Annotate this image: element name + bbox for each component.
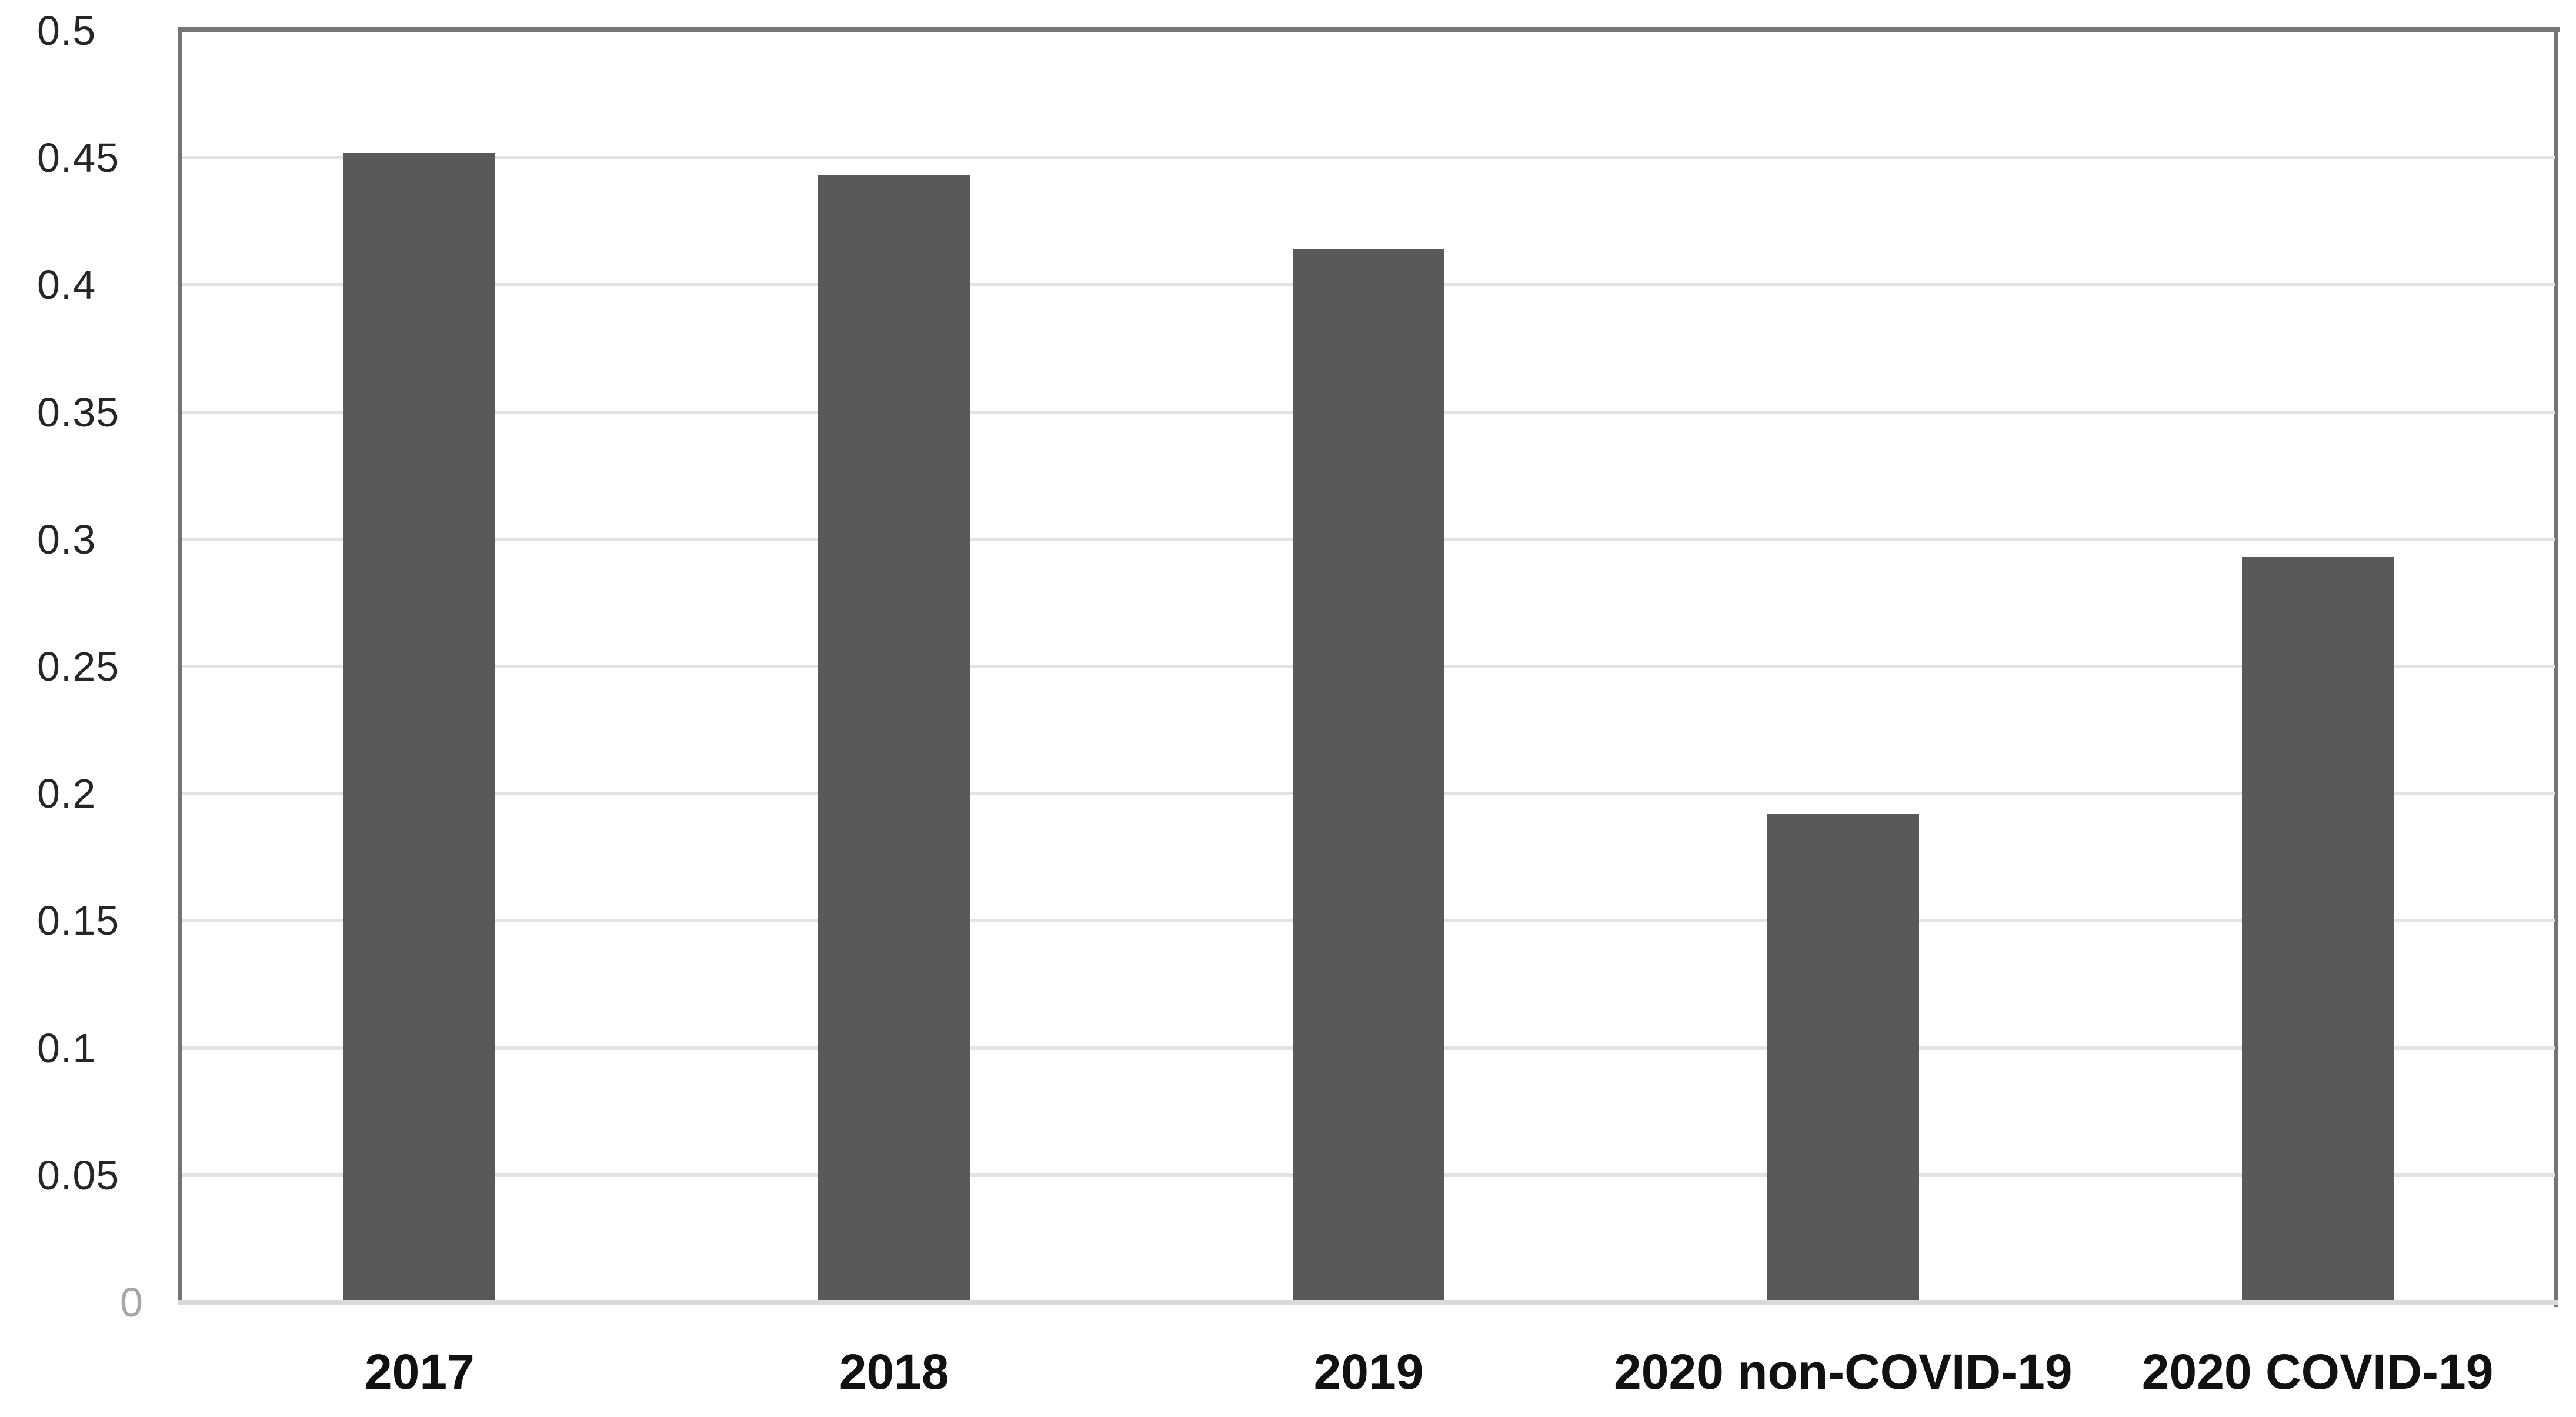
x-category-label: 2017 (364, 1344, 475, 1399)
bar (1293, 249, 1444, 1302)
y-tick-label: 0.15 (37, 898, 120, 944)
x-category-label: 2020 COVID-19 (2141, 1344, 2494, 1399)
plot-frame-top (178, 27, 2560, 32)
y-tick-label: 0.25 (37, 644, 120, 689)
y-tick-label: 0 (120, 1279, 144, 1325)
bar (2241, 557, 2394, 1302)
y-tick-label: 0.2 (37, 771, 96, 817)
x-category-label: 2019 (1313, 1344, 1424, 1399)
y-axis-line (178, 27, 182, 1301)
bar (818, 175, 970, 1302)
y-tick-label: 0.5 (37, 8, 96, 54)
y-tick-label: 0.45 (37, 135, 120, 181)
gridline (182, 156, 2555, 160)
x-category-label: 2020 non-COVID-19 (1614, 1344, 2073, 1399)
plot-area (182, 31, 2555, 1302)
plot-frame-right (2554, 27, 2558, 1307)
y-tick-label: 0.3 (37, 516, 96, 562)
x-axis-line (178, 1300, 2558, 1305)
bar (343, 152, 496, 1302)
y-tick-label: 0.1 (37, 1025, 96, 1071)
y-tick-label: 0.05 (37, 1152, 120, 1198)
y-tick-label: 0.4 (37, 262, 96, 308)
x-category-label: 2018 (839, 1344, 949, 1399)
y-tick-label: 0.35 (37, 389, 120, 435)
bar (1767, 813, 1919, 1302)
